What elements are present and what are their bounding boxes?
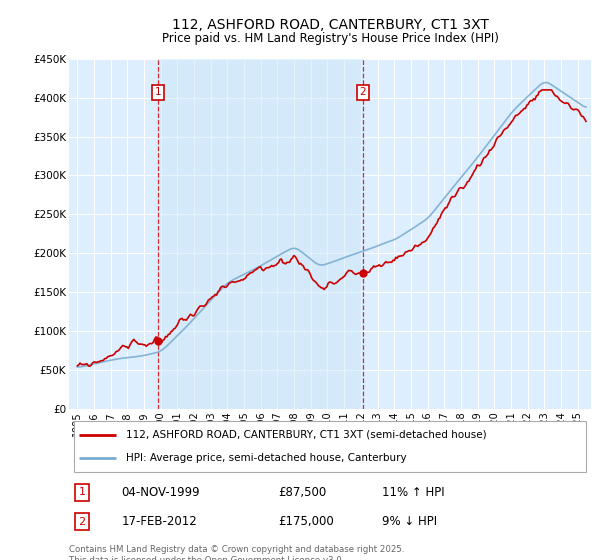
Text: Contains HM Land Registry data © Crown copyright and database right 2025.
This d: Contains HM Land Registry data © Crown c… [69,545,404,560]
Bar [158,59,363,409]
Text: 17-FEB-2012: 17-FEB-2012 [121,515,197,528]
Text: 04-NOV-1999: 04-NOV-1999 [121,486,200,499]
Text: 2: 2 [359,87,366,97]
Text: 112, ASHFORD ROAD, CANTERBURY, CT1 3XT (semi-detached house): 112, ASHFORD ROAD, CANTERBURY, CT1 3XT (… [127,430,487,440]
FancyBboxPatch shape [74,421,586,472]
Text: 2: 2 [79,517,86,527]
Text: HPI: Average price, semi-detached house, Canterbury: HPI: Average price, semi-detached house,… [127,453,407,463]
Text: 1: 1 [79,487,86,497]
Text: 112, ASHFORD ROAD, CANTERBURY, CT1 3XT: 112, ASHFORD ROAD, CANTERBURY, CT1 3XT [172,18,488,32]
Text: Price paid vs. HM Land Registry's House Price Index (HPI): Price paid vs. HM Land Registry's House … [161,31,499,45]
Text: 1: 1 [155,87,161,97]
Text: 11% ↑ HPI: 11% ↑ HPI [382,486,445,499]
Text: £87,500: £87,500 [278,486,326,499]
Text: £175,000: £175,000 [278,515,334,528]
Text: 9% ↓ HPI: 9% ↓ HPI [382,515,437,528]
